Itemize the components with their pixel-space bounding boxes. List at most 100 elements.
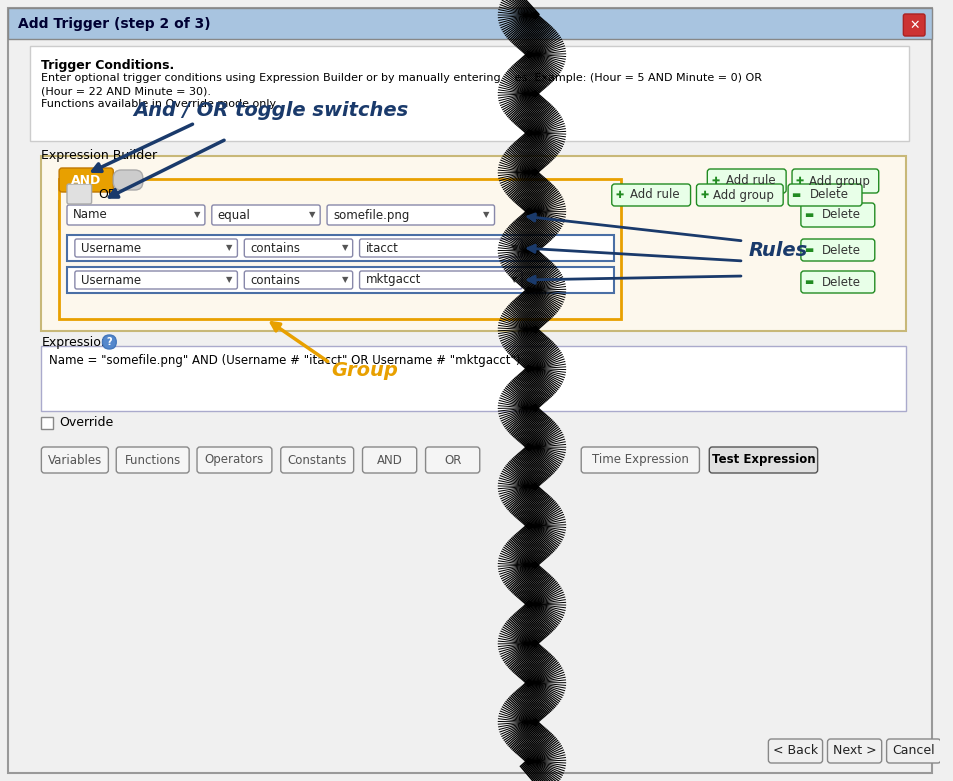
Bar: [59, 179, 620, 319]
FancyBboxPatch shape: [362, 447, 416, 473]
FancyBboxPatch shape: [801, 239, 874, 261]
Text: ▬: ▬: [791, 190, 800, 200]
FancyBboxPatch shape: [801, 271, 874, 293]
Text: Add group: Add group: [808, 174, 869, 187]
Text: Add rule: Add rule: [630, 188, 679, 201]
Text: ▼: ▼: [309, 211, 315, 219]
Text: ✚: ✚: [710, 176, 719, 186]
Text: equal: equal: [217, 209, 251, 222]
Text: Delete: Delete: [821, 244, 861, 256]
Text: Time Expression: Time Expression: [591, 454, 688, 466]
Text: Name = "somefile.png" AND (Username # "itacct" OR Username # "mktgacct"): Name = "somefile.png" AND (Username # "i…: [50, 354, 520, 367]
Text: Cancel: Cancel: [891, 744, 934, 758]
FancyBboxPatch shape: [706, 169, 785, 193]
Bar: [41, 417, 53, 429]
FancyBboxPatch shape: [359, 271, 521, 289]
FancyBboxPatch shape: [113, 170, 143, 190]
Text: Delete: Delete: [821, 209, 861, 222]
Text: itacct: itacct: [365, 241, 398, 255]
FancyBboxPatch shape: [197, 447, 272, 473]
Text: ✚: ✚: [795, 176, 803, 186]
Text: And / OR toggle switches: And / OR toggle switches: [133, 102, 408, 120]
FancyBboxPatch shape: [67, 205, 205, 225]
Text: Add Trigger (step 2 of 3): Add Trigger (step 2 of 3): [18, 17, 211, 31]
Text: ▼: ▼: [226, 244, 233, 252]
FancyBboxPatch shape: [74, 239, 237, 257]
FancyBboxPatch shape: [244, 239, 353, 257]
FancyBboxPatch shape: [902, 14, 924, 36]
Text: contains: contains: [250, 241, 300, 255]
FancyBboxPatch shape: [280, 447, 354, 473]
Text: Add rule: Add rule: [725, 174, 775, 187]
Text: Test Expression: Test Expression: [711, 454, 815, 466]
Text: Override: Override: [59, 416, 113, 430]
FancyBboxPatch shape: [327, 205, 494, 225]
FancyBboxPatch shape: [580, 447, 699, 473]
Text: Rules: Rules: [748, 241, 807, 261]
FancyBboxPatch shape: [74, 271, 237, 289]
Text: ▼: ▼: [226, 276, 233, 284]
Text: ▬: ▬: [803, 245, 813, 255]
Bar: [67, 235, 613, 261]
FancyBboxPatch shape: [41, 447, 109, 473]
Bar: [8, 8, 931, 39]
Text: ▼: ▼: [341, 244, 348, 252]
FancyBboxPatch shape: [212, 205, 320, 225]
FancyBboxPatch shape: [767, 739, 821, 763]
Text: Next >: Next >: [832, 744, 876, 758]
Bar: [67, 267, 613, 293]
FancyBboxPatch shape: [611, 184, 690, 206]
FancyBboxPatch shape: [116, 447, 189, 473]
FancyBboxPatch shape: [244, 271, 353, 289]
Text: Delete: Delete: [809, 188, 847, 201]
Text: Functions: Functions: [125, 454, 181, 466]
Text: Delete: Delete: [821, 276, 861, 288]
Bar: [59, 201, 620, 229]
Text: somefile.png: somefile.png: [333, 209, 409, 222]
FancyBboxPatch shape: [59, 168, 113, 192]
FancyBboxPatch shape: [791, 169, 878, 193]
FancyBboxPatch shape: [102, 335, 116, 349]
FancyBboxPatch shape: [826, 739, 881, 763]
Text: ✕: ✕: [908, 19, 919, 31]
Text: Group: Group: [331, 362, 397, 380]
Text: ▼: ▼: [483, 211, 490, 219]
Text: Username: Username: [81, 241, 141, 255]
Text: AND: AND: [71, 173, 101, 187]
Bar: [41, 346, 905, 411]
Text: (Hour = 22 AND Minute = 30).: (Hour = 22 AND Minute = 30).: [41, 86, 212, 96]
Text: ✚: ✚: [700, 190, 708, 200]
Text: Constants: Constants: [287, 454, 347, 466]
Text: Enter optional trigger conditions using Expression Builder or by manually enteri: Enter optional trigger conditions using …: [41, 73, 761, 83]
Text: < Back: < Back: [772, 744, 817, 758]
Text: AND: AND: [376, 454, 402, 466]
Text: Add group: Add group: [713, 188, 774, 201]
Text: Expression: Expression: [41, 336, 109, 349]
FancyBboxPatch shape: [425, 447, 479, 473]
Text: mktgacct: mktgacct: [365, 273, 420, 287]
Text: ▼: ▼: [341, 276, 348, 284]
FancyBboxPatch shape: [708, 447, 817, 473]
FancyBboxPatch shape: [801, 203, 874, 227]
Bar: [30, 46, 908, 141]
Text: ▼: ▼: [511, 276, 517, 284]
Text: Operators: Operators: [205, 454, 264, 466]
Text: ▬: ▬: [803, 277, 813, 287]
Text: ?: ?: [107, 337, 112, 347]
FancyBboxPatch shape: [359, 239, 521, 257]
Text: OR: OR: [443, 454, 461, 466]
Text: Variables: Variables: [48, 454, 102, 466]
FancyBboxPatch shape: [787, 184, 862, 206]
Text: ✚: ✚: [615, 190, 623, 200]
Text: Name: Name: [72, 209, 108, 222]
FancyBboxPatch shape: [67, 184, 91, 204]
Text: Username: Username: [81, 273, 141, 287]
Text: Functions available in Override mode only.: Functions available in Override mode onl…: [41, 99, 278, 109]
FancyBboxPatch shape: [696, 184, 782, 206]
Text: OR: OR: [98, 187, 117, 201]
Text: contains: contains: [250, 273, 300, 287]
Text: Expression Builder: Expression Builder: [41, 149, 157, 162]
FancyBboxPatch shape: [885, 739, 940, 763]
Text: Trigger Conditions.: Trigger Conditions.: [41, 59, 174, 72]
Text: ▬: ▬: [803, 210, 813, 220]
